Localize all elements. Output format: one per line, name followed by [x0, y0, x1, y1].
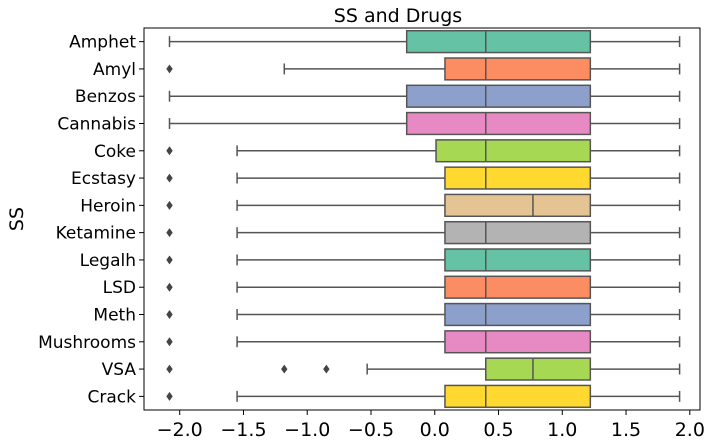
box-benzos [168, 84, 681, 108]
iqr-box-crack [444, 384, 592, 409]
outlier-vsa-1 [281, 364, 288, 374]
outlier-coke-0 [166, 146, 173, 156]
outlier-meth-0 [166, 310, 173, 319]
box-vsa [166, 357, 681, 381]
iqr-box-cannabis [405, 111, 592, 136]
y-tick-label: Amyl [93, 60, 136, 80]
box-amphet [168, 29, 681, 54]
x-tick-label: −1.5 [220, 419, 266, 441]
box-mushrooms [166, 330, 681, 354]
y-tick-label: Heroin [80, 196, 136, 216]
y-tick-label: Cannabis [57, 115, 136, 135]
y-tick-label: Meth [93, 306, 136, 326]
outlier-vsa-0 [166, 364, 173, 374]
x-tick-label: 0.5 [483, 419, 513, 441]
x-tick-label: −2.0 [157, 419, 203, 441]
plot-frame [143, 27, 701, 411]
iqr-box-vsa [485, 357, 592, 381]
x-tick-label: 1.5 [611, 419, 641, 441]
x-tick-label: −0.5 [348, 419, 394, 441]
y-tick-label: Ecstasy [71, 169, 136, 189]
iqr-box-amphet [405, 29, 592, 54]
y-tick-label: Amphet [69, 33, 136, 53]
box-lsd [166, 275, 681, 299]
box-coke [166, 139, 681, 163]
iqr-box-amyl [444, 57, 592, 81]
outlier-vsa-2 [323, 364, 330, 374]
y-axis-label: SS [6, 207, 28, 231]
outlier-heroin-0 [166, 200, 173, 210]
iqr-box-coke [435, 139, 592, 163]
box-ecstasy [166, 166, 681, 190]
outlier-amyl-0 [166, 64, 173, 74]
iqr-box-ketamine [444, 220, 592, 245]
iqr-box-lsd [444, 275, 592, 299]
chart-title: SS and Drugs [334, 5, 462, 27]
x-tick-label: 0.0 [420, 419, 450, 441]
box-crack [166, 384, 681, 409]
outlier-legalh-0 [166, 255, 173, 265]
y-tick-label: Mushrooms [38, 333, 136, 353]
box-meth [166, 302, 681, 327]
y-tick-label: Legalh [80, 251, 136, 271]
y-axis-ticks: Amphet Amyl Benzos Cannabis Coke Ecstasy Heroi… [38, 33, 144, 407]
iqr-box-ecstasy [444, 166, 592, 190]
iqr-box-meth [444, 302, 592, 327]
iqr-box-mushrooms [444, 330, 592, 354]
y-tick-label: Coke [94, 142, 136, 162]
outlier-lsd-0 [166, 282, 173, 292]
y-tick-label: VSA [102, 360, 137, 380]
x-tick-label: 2.0 [675, 419, 705, 441]
outlier-crack-0 [166, 391, 173, 401]
iqr-box-legalh [444, 248, 592, 272]
iqr-box-heroin [444, 193, 592, 218]
box-ketamine [166, 220, 681, 245]
y-tick-label: Benzos [75, 87, 136, 107]
plot-area [166, 29, 681, 409]
y-tick-label: Crack [88, 387, 137, 407]
x-tick-label: 1.0 [547, 419, 577, 441]
y-tick-label: LSD [103, 278, 136, 298]
x-tick-label: −1.0 [284, 419, 330, 441]
iqr-box-benzos [405, 84, 592, 108]
box-cannabis [168, 111, 681, 136]
outlier-ketamine-0 [166, 228, 173, 238]
x-axis-ticks: −2.0 −1.5 −1.0 −0.5 0.0 0.5 1.0 1.5 2.0 [157, 410, 705, 441]
box-legalh [166, 248, 681, 272]
outlier-mushrooms-0 [166, 337, 173, 347]
y-tick-label: Ketamine [56, 224, 136, 244]
box-heroin [166, 193, 681, 218]
box-amyl [166, 57, 681, 81]
outlier-ecstasy-0 [166, 173, 173, 183]
